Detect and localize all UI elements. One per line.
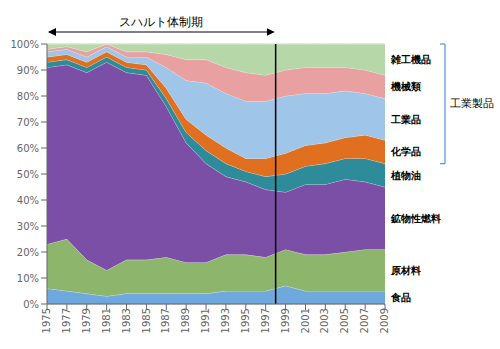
svg-text:2007: 2007 xyxy=(359,308,370,333)
svg-text:100%: 100% xyxy=(10,39,39,50)
svg-text:2003: 2003 xyxy=(319,308,330,333)
svg-text:雑工機品: 雑工機品 xyxy=(390,54,431,65)
svg-text:化学品: 化学品 xyxy=(390,146,421,157)
svg-text:機械類: 機械類 xyxy=(390,81,421,92)
svg-text:工業品: 工業品 xyxy=(390,114,421,125)
svg-text:1989: 1989 xyxy=(180,308,191,333)
svg-text:30%: 30% xyxy=(17,221,39,232)
svg-text:2009: 2009 xyxy=(379,308,390,333)
svg-text:90%: 90% xyxy=(17,65,39,76)
svg-text:1975: 1975 xyxy=(41,308,52,333)
svg-text:80%: 80% xyxy=(17,91,39,102)
svg-text:1985: 1985 xyxy=(141,308,152,333)
svg-text:1979: 1979 xyxy=(81,308,92,333)
svg-text:1995: 1995 xyxy=(240,308,251,333)
svg-text:スハルト体制期: スハルト体制期 xyxy=(119,15,203,29)
svg-text:50%: 50% xyxy=(17,169,39,180)
svg-text:0%: 0% xyxy=(23,299,39,310)
svg-text:10%: 10% xyxy=(17,273,39,284)
svg-text:2001: 2001 xyxy=(300,308,311,333)
svg-text:60%: 60% xyxy=(17,143,39,154)
svg-text:40%: 40% xyxy=(17,195,39,206)
svg-text:1993: 1993 xyxy=(220,308,231,333)
svg-text:1987: 1987 xyxy=(160,308,171,333)
svg-text:2005: 2005 xyxy=(339,308,350,333)
svg-text:原材料: 原材料 xyxy=(390,265,421,276)
svg-text:70%: 70% xyxy=(17,117,39,128)
svg-text:鉱物性燃料: 鉱物性燃料 xyxy=(390,213,441,224)
svg-text:1999: 1999 xyxy=(280,308,291,333)
svg-text:20%: 20% xyxy=(17,247,39,258)
svg-text:1991: 1991 xyxy=(200,308,211,333)
svg-text:工業製品: 工業製品 xyxy=(450,97,492,110)
svg-text:1983: 1983 xyxy=(121,308,132,333)
svg-text:植物油: 植物油 xyxy=(390,170,421,181)
svg-text:1997: 1997 xyxy=(260,308,271,333)
svg-text:1977: 1977 xyxy=(61,308,72,333)
svg-text:1981: 1981 xyxy=(101,308,112,333)
svg-text:食品: 食品 xyxy=(390,292,411,303)
